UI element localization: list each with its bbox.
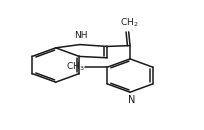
- Text: CH$_3$: CH$_3$: [66, 61, 84, 73]
- Text: CH$_2$: CH$_2$: [120, 16, 139, 29]
- Text: N: N: [128, 95, 136, 105]
- Text: NH: NH: [74, 31, 88, 40]
